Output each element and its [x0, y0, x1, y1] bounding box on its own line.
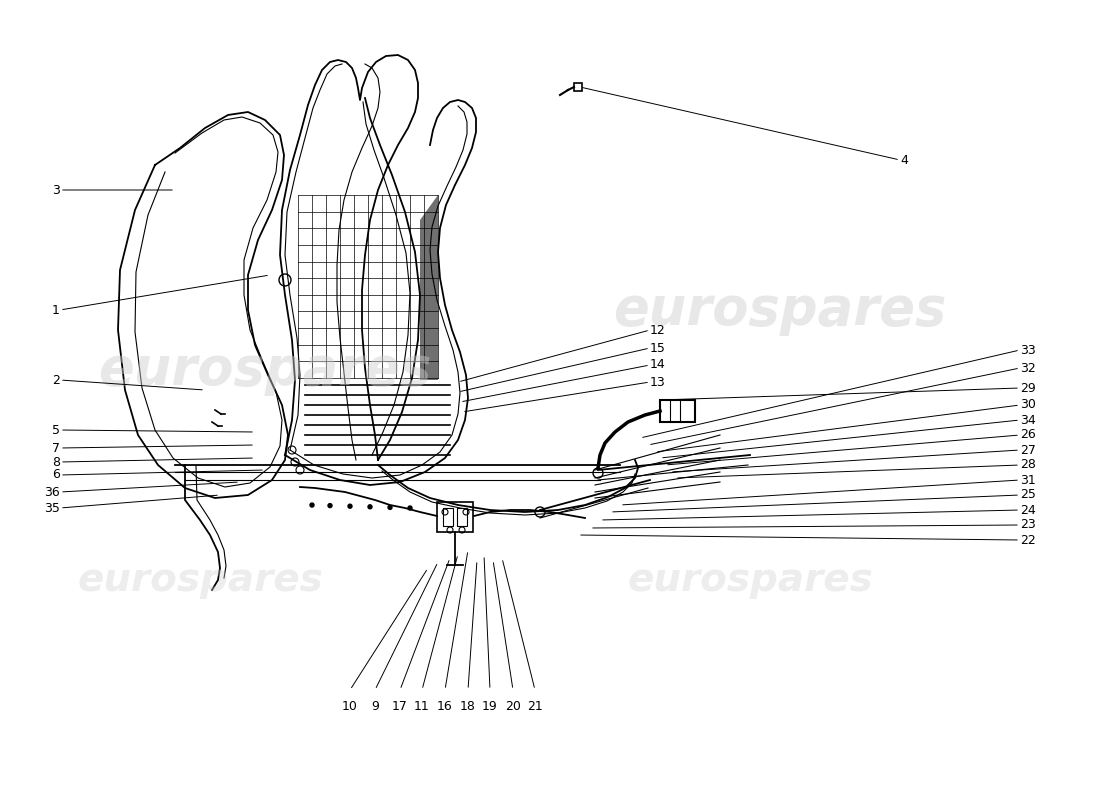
Text: 32: 32 — [1020, 362, 1036, 374]
Text: 6: 6 — [52, 469, 60, 482]
Text: 19: 19 — [482, 700, 498, 713]
Text: 35: 35 — [44, 502, 60, 514]
Circle shape — [328, 504, 332, 508]
Text: 25: 25 — [1020, 489, 1036, 502]
Text: 16: 16 — [437, 700, 453, 713]
Text: 5: 5 — [52, 423, 60, 437]
Text: 10: 10 — [342, 700, 358, 713]
Text: 1: 1 — [52, 303, 60, 317]
Text: 22: 22 — [1020, 534, 1036, 546]
Text: 3: 3 — [52, 183, 60, 197]
Text: 31: 31 — [1020, 474, 1036, 486]
Circle shape — [368, 505, 372, 509]
Polygon shape — [420, 195, 438, 380]
Text: 23: 23 — [1020, 518, 1036, 531]
Text: eurospares: eurospares — [77, 561, 323, 599]
Text: 28: 28 — [1020, 458, 1036, 471]
Text: 17: 17 — [392, 700, 408, 713]
Text: 15: 15 — [650, 342, 666, 354]
Bar — [456, 508, 468, 526]
Text: 34: 34 — [1020, 414, 1036, 426]
Text: 7: 7 — [52, 442, 60, 454]
Text: 26: 26 — [1020, 429, 1036, 442]
Circle shape — [388, 506, 392, 510]
Text: 12: 12 — [650, 323, 666, 337]
Bar — [574, 83, 582, 91]
Text: 33: 33 — [1020, 343, 1036, 357]
Bar — [660, 400, 695, 422]
Text: 11: 11 — [414, 700, 430, 713]
Text: 30: 30 — [1020, 398, 1036, 411]
Circle shape — [310, 503, 314, 507]
Text: 4: 4 — [900, 154, 908, 166]
Text: 24: 24 — [1020, 503, 1036, 517]
Text: 8: 8 — [52, 455, 60, 469]
Text: 29: 29 — [1020, 382, 1036, 394]
Circle shape — [408, 506, 412, 510]
Text: 14: 14 — [650, 358, 666, 371]
Text: 13: 13 — [650, 375, 666, 389]
Text: eurospares: eurospares — [614, 284, 947, 336]
Bar — [443, 508, 453, 526]
Text: eurospares: eurospares — [98, 344, 431, 396]
Text: 20: 20 — [505, 700, 521, 713]
Text: 9: 9 — [371, 700, 378, 713]
Text: 2: 2 — [52, 374, 60, 386]
Text: 27: 27 — [1020, 443, 1036, 457]
Circle shape — [348, 504, 352, 508]
Text: eurospares: eurospares — [627, 561, 873, 599]
Text: 21: 21 — [527, 700, 543, 713]
Bar — [437, 502, 473, 532]
Text: 18: 18 — [460, 700, 476, 713]
Text: 36: 36 — [44, 486, 60, 498]
